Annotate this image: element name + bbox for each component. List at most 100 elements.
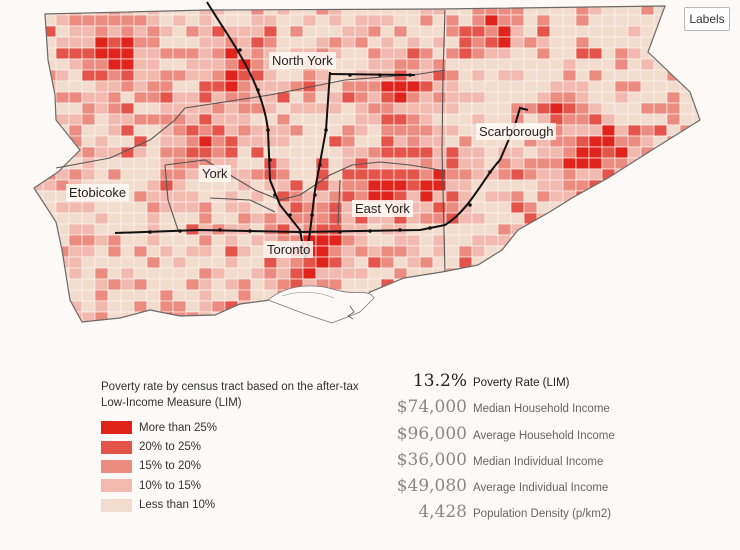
census-tract[interactable]	[432, 124, 447, 137]
census-tract[interactable]	[393, 91, 408, 104]
census-tract[interactable]	[328, 36, 343, 49]
census-tract[interactable]	[263, 80, 278, 93]
census-tract[interactable]	[575, 135, 590, 148]
census-tract[interactable]	[406, 58, 421, 71]
census-tract[interactable]	[562, 212, 577, 225]
census-tract[interactable]	[679, 234, 694, 247]
census-tract[interactable]	[471, 4, 486, 16]
census-tract[interactable]	[692, 36, 706, 49]
census-tract[interactable]	[315, 212, 330, 225]
census-tract[interactable]	[667, 323, 680, 334]
census-tract[interactable]	[666, 267, 681, 280]
census-tract[interactable]	[289, 69, 304, 82]
census-tract[interactable]	[458, 289, 473, 302]
census-tract[interactable]	[497, 91, 512, 104]
census-tract[interactable]	[159, 91, 174, 104]
census-tract[interactable]	[458, 69, 473, 82]
census-tract[interactable]	[172, 25, 187, 38]
census-tract[interactable]	[393, 245, 408, 258]
census-tract[interactable]	[406, 179, 421, 192]
census-tract[interactable]	[445, 91, 460, 104]
census-tract[interactable]	[692, 311, 706, 323]
census-tract[interactable]	[666, 256, 681, 269]
census-tract[interactable]	[172, 146, 187, 159]
census-tract[interactable]	[588, 102, 603, 115]
census-tract[interactable]	[523, 157, 538, 170]
census-tract[interactable]	[276, 157, 291, 170]
census-tract[interactable]	[94, 80, 109, 93]
census-tract[interactable]	[679, 245, 694, 258]
census-tract[interactable]	[432, 300, 447, 313]
census-tract[interactable]	[627, 234, 642, 247]
census-tract[interactable]	[575, 80, 590, 93]
census-tract[interactable]	[523, 267, 538, 280]
census-tract[interactable]	[289, 267, 304, 280]
census-tract[interactable]	[601, 201, 616, 214]
census-tract[interactable]	[68, 245, 83, 258]
census-tract[interactable]	[601, 157, 616, 170]
census-tract[interactable]	[627, 256, 642, 269]
census-tract[interactable]	[627, 69, 642, 82]
census-tract[interactable]	[43, 323, 56, 334]
census-tract[interactable]	[601, 256, 616, 269]
census-tract[interactable]	[406, 234, 421, 247]
census-tract[interactable]	[120, 212, 135, 225]
census-tract[interactable]	[237, 256, 252, 269]
census-tract[interactable]	[263, 146, 278, 159]
census-tract[interactable]	[380, 289, 395, 302]
census-tract[interactable]	[536, 25, 551, 38]
census-tract[interactable]	[68, 256, 83, 269]
census-tract[interactable]	[419, 113, 434, 126]
census-tract[interactable]	[692, 300, 706, 313]
census-tract[interactable]	[471, 69, 486, 82]
census-tract[interactable]	[497, 102, 512, 115]
census-tract[interactable]	[263, 102, 278, 115]
census-tract[interactable]	[679, 300, 694, 313]
census-tract[interactable]	[510, 168, 525, 181]
census-tract[interactable]	[640, 201, 655, 214]
census-tract[interactable]	[536, 267, 551, 280]
census-tract[interactable]	[614, 300, 629, 313]
census-tract[interactable]	[30, 58, 44, 71]
census-tract[interactable]	[341, 256, 356, 269]
census-tract[interactable]	[185, 69, 200, 82]
census-tract[interactable]	[640, 80, 655, 93]
census-tract[interactable]	[263, 135, 278, 148]
census-tract[interactable]	[276, 25, 291, 38]
census-tract[interactable]	[250, 25, 265, 38]
census-tract[interactable]	[679, 69, 694, 82]
census-tract[interactable]	[588, 256, 603, 269]
census-tract[interactable]	[224, 311, 239, 323]
census-tract[interactable]	[224, 267, 239, 280]
census-tract[interactable]	[198, 25, 213, 38]
census-tract[interactable]	[627, 223, 642, 236]
census-tract[interactable]	[562, 146, 577, 159]
census-tract[interactable]	[289, 14, 304, 27]
census-tract[interactable]	[562, 25, 577, 38]
census-tract[interactable]	[497, 223, 512, 236]
census-tract[interactable]	[159, 58, 174, 71]
census-tract[interactable]	[198, 267, 213, 280]
census-tract[interactable]	[575, 201, 590, 214]
census-tract[interactable]	[185, 25, 200, 38]
census-tract[interactable]	[601, 179, 616, 192]
census-tract[interactable]	[55, 135, 70, 148]
census-tract[interactable]	[354, 113, 369, 126]
census-tract[interactable]	[251, 323, 264, 334]
census-tract[interactable]	[42, 113, 57, 126]
census-tract[interactable]	[94, 4, 109, 16]
census-tract[interactable]	[627, 113, 642, 126]
census-tract[interactable]	[510, 4, 525, 16]
census-tract[interactable]	[341, 168, 356, 181]
census-tract[interactable]	[666, 58, 681, 71]
census-tract[interactable]	[601, 267, 616, 280]
census-tract[interactable]	[653, 80, 668, 93]
census-tract[interactable]	[510, 212, 525, 225]
census-tract[interactable]	[224, 135, 239, 148]
census-tract[interactable]	[549, 14, 564, 27]
census-tract[interactable]	[120, 289, 135, 302]
census-tract[interactable]	[562, 234, 577, 247]
census-tract[interactable]	[30, 289, 44, 302]
census-tract[interactable]	[380, 25, 395, 38]
census-tract[interactable]	[381, 323, 394, 334]
